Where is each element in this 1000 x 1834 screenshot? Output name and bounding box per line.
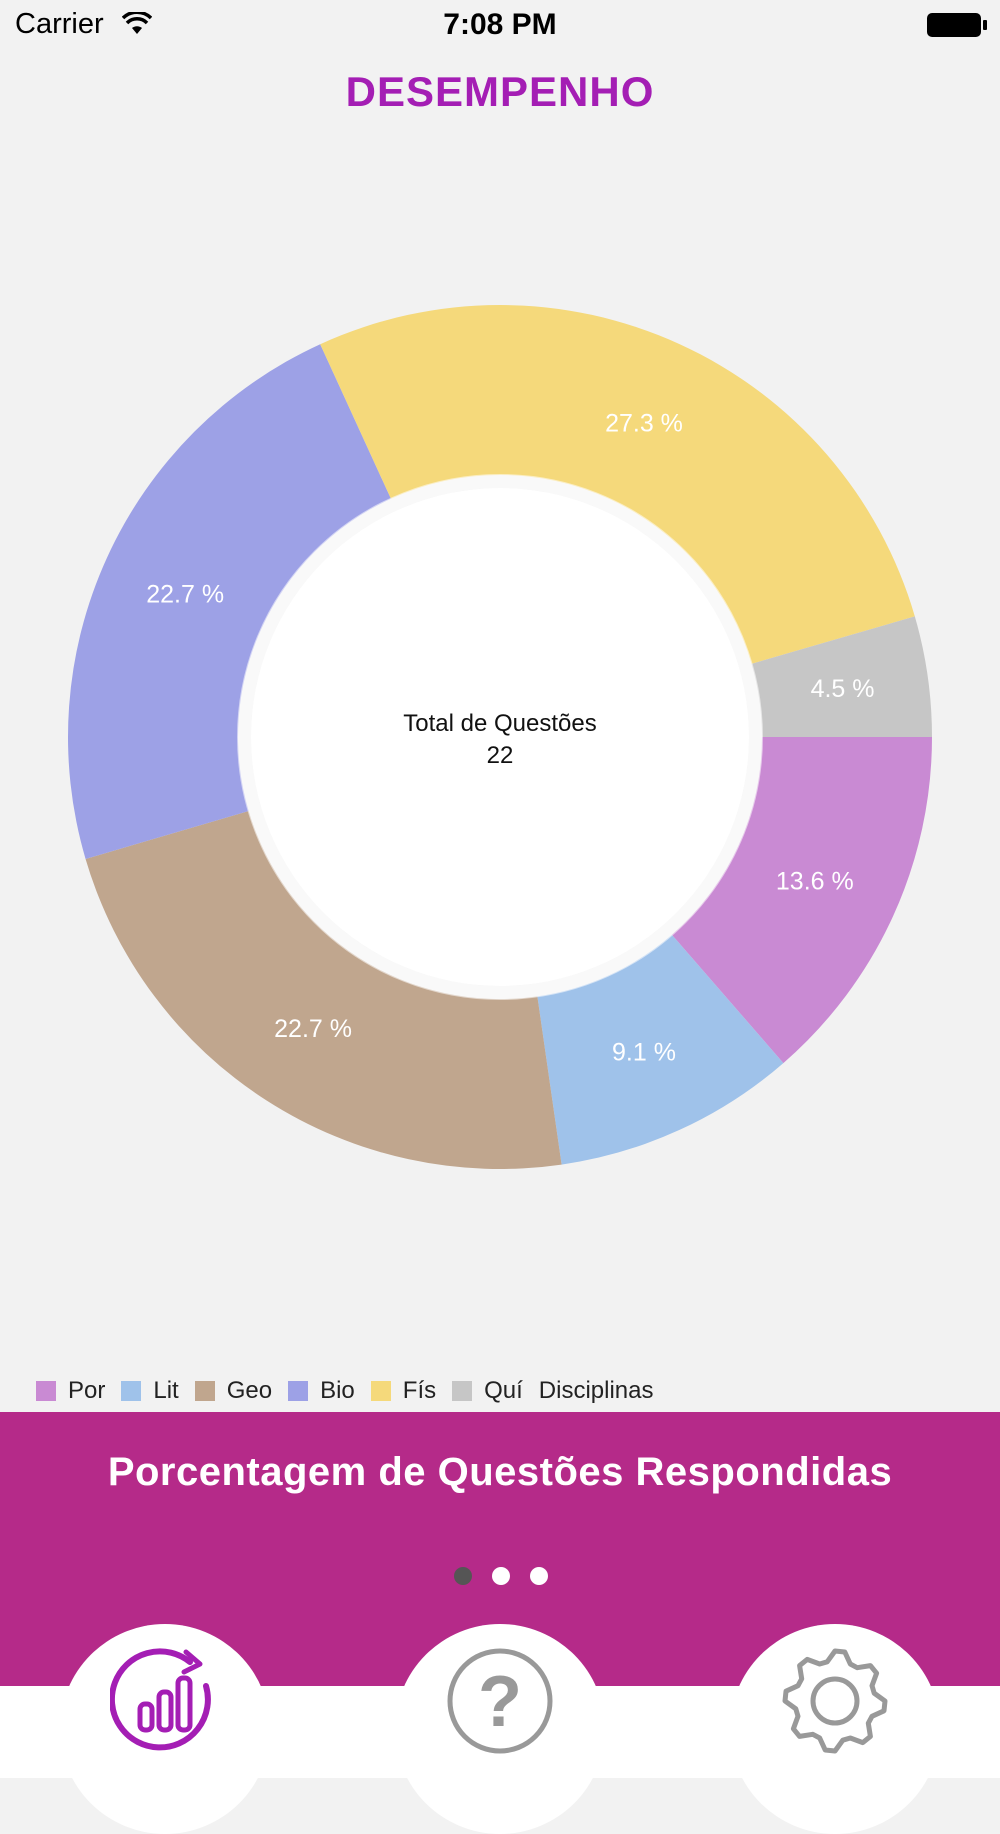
battery-icon [927,13,987,37]
status-bar: Carrier 7:08 PM [0,0,1000,52]
banner-title: Porcentagem de Questões Respondidas [107,1450,893,1494]
legend-swatch [452,1381,473,1401]
page-indicator[interactable] [450,1567,550,1591]
legend-label: Bio [320,1377,355,1404]
inner-ring [237,474,763,1000]
legend-label: Por [68,1377,106,1404]
center-label-value: 22 [486,742,514,769]
legend-swatch [121,1381,142,1401]
legend-item-bio: Bio [288,1377,355,1405]
carrier-name: Carrier [15,8,104,40]
chart-legend: Por Lit Geo Bio Fís Quí Disciplinas [36,1374,654,1408]
page-dot[interactable] [492,1567,510,1585]
slice-geo[interactable] [85,810,562,1170]
legend-title: Disciplinas [538,1377,654,1404]
legend-item-fís: Fís [370,1377,437,1405]
legend-item-geo: Geo [194,1377,273,1405]
slice-label-lit: 9.1 % [612,1039,676,1067]
legend-item-lit: Lit [121,1377,179,1405]
legend-swatch [194,1381,215,1401]
slice-bio[interactable] [68,344,391,859]
performance-chart-icon[interactable] [110,1646,220,1756]
legend-swatch [288,1381,309,1401]
gear-icon[interactable] [780,1646,890,1756]
slice-label-por: 13.6 % [776,868,854,896]
slice-quí[interactable] [751,616,932,737]
legend-label: Lit [153,1377,179,1404]
slice-lit[interactable] [537,934,784,1165]
svg-text:?: ? [478,1662,522,1742]
slice-por[interactable] [671,737,932,1064]
question-mark-icon[interactable]: ? [445,1646,555,1756]
legend-swatch [370,1381,391,1401]
slice-fís[interactable] [320,304,915,664]
legend-swatch [36,1381,56,1401]
page-title: DESEMPENHO [345,68,655,115]
page-dot[interactable] [454,1567,472,1585]
slice-label-quí: 4.5 % [811,675,875,703]
legend-item-quí: Quí [452,1377,523,1405]
slice-label-bio: 22.7 % [146,580,224,608]
legend-label: Quí [484,1377,523,1404]
wifi-icon [122,12,152,34]
donut-chart: 13.6 % 9.1 % 22.7 % 22.7 % 27.3 % 4.5 % [68,304,932,1170]
legend-label: Fís [402,1377,437,1404]
slice-label-fís: 27.3 % [605,409,683,437]
legend-label: Geo [226,1377,273,1404]
clock: 7:08 PM [443,8,557,41]
center-label-title: Total de Questões [403,710,597,737]
slice-label-geo: 22.7 % [274,1015,352,1043]
donut-hole [251,488,749,986]
page-dot[interactable] [530,1567,548,1585]
legend-item-por: Por [36,1377,105,1405]
